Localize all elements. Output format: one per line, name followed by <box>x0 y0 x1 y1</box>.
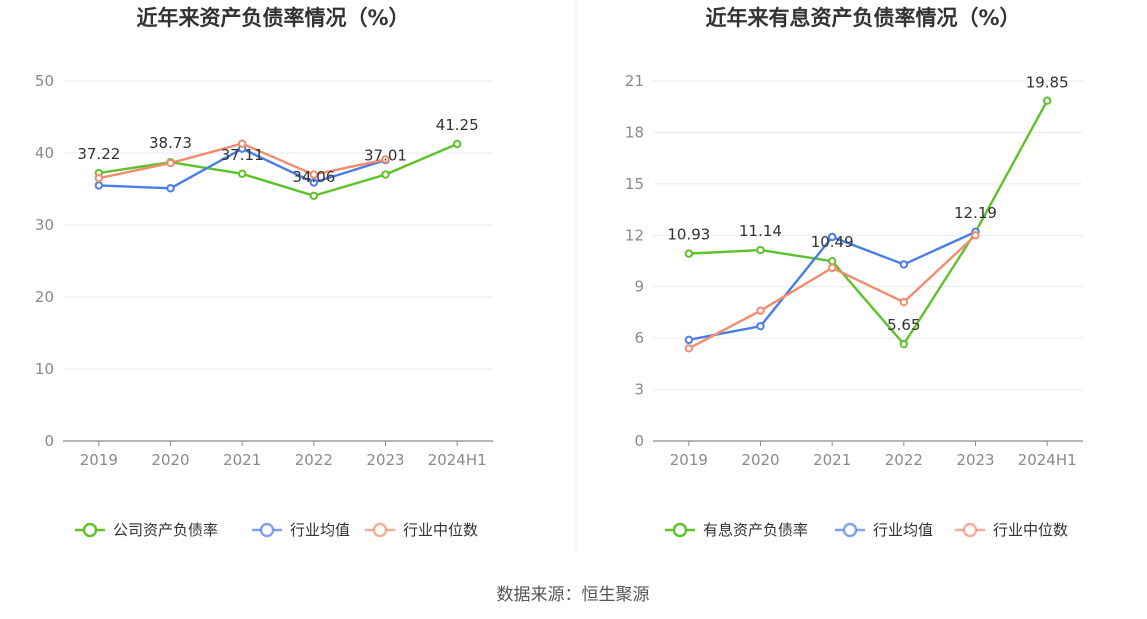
data-point[interactable] <box>684 344 694 353</box>
legend-label: 行业均值 <box>873 521 933 539</box>
data-point[interactable] <box>756 321 765 331</box>
data-point[interactable] <box>827 232 837 242</box>
legend-marker <box>259 522 275 538</box>
x-tick-label: 2023 <box>956 451 994 469</box>
legend-item-1[interactable]: 有息资产负债率 <box>665 521 808 539</box>
legend-marker <box>372 522 388 538</box>
data-point[interactable] <box>756 245 765 255</box>
y-tick-label: 50 <box>35 72 54 90</box>
legend-label: 行业中位数 <box>403 521 478 539</box>
x-tick-label: 2021 <box>813 451 851 469</box>
y-tick-label: 0 <box>634 432 644 450</box>
x-tick-label: 2021 <box>223 451 261 469</box>
y-tick-label: 9 <box>634 278 644 296</box>
data-label: 10.93 <box>667 226 710 244</box>
legend-label: 行业均值 <box>290 521 350 539</box>
data-label: 38.73 <box>149 134 192 152</box>
legend-marker <box>842 522 858 538</box>
data-point[interactable] <box>684 335 694 345</box>
x-tick-label: 2022 <box>295 451 333 469</box>
data-point[interactable] <box>1042 96 1052 105</box>
data-point[interactable] <box>684 249 694 258</box>
data-point[interactable] <box>309 191 319 200</box>
data-point[interactable] <box>827 263 837 273</box>
x-tick-label: 2019 <box>80 451 118 469</box>
chart-title: 近年来有息资产负债率情况（%） <box>705 6 1020 30</box>
chart-panel-2: 近年来有息资产负债率情况（%） 0 3 6 9 12 15 18 21 2019 2020 2021 2… <box>625 6 1083 539</box>
y-tick-label: 18 <box>625 123 644 141</box>
series-line-1 <box>98 142 458 197</box>
data-label: 10.49 <box>811 233 854 251</box>
legend-marker <box>962 522 978 538</box>
y-tick-label: 15 <box>625 175 644 193</box>
data-point[interactable] <box>381 155 390 164</box>
data-label: 37.22 <box>77 145 120 163</box>
legend-label: 有息资产负债率 <box>703 521 808 539</box>
data-point[interactable] <box>94 174 104 183</box>
y-tick-label: 20 <box>35 288 54 306</box>
y-tick-label: 3 <box>634 381 644 399</box>
y-tick-label: 10 <box>35 360 54 378</box>
x-tick-label: 2019 <box>670 451 708 469</box>
y-tick-label: 21 <box>625 72 644 90</box>
legend-label: 公司资产负债率 <box>113 521 218 539</box>
x-tick-label: 2020 <box>741 451 779 469</box>
data-point[interactable] <box>452 139 462 149</box>
chart-panel-1: 近年来资产负债率情况（%） 0 10 20 30 40 50 2019 2020 2021 2022… <box>35 6 493 539</box>
series-line-1 <box>688 100 1049 346</box>
data-point[interactable] <box>827 256 837 266</box>
data-label: 37.11 <box>221 146 264 164</box>
y-tick-label: 12 <box>625 226 644 244</box>
data-point[interactable] <box>381 170 390 179</box>
legend-label: 行业中位数 <box>993 521 1068 539</box>
data-label: 34.06 <box>292 168 335 186</box>
legend-item-3[interactable]: 行业中位数 <box>955 521 1068 539</box>
legend-item-2[interactable]: 行业均值 <box>835 521 933 539</box>
y-tick-label: 40 <box>35 144 54 162</box>
data-source: 数据来源：恒生聚源 <box>497 585 650 605</box>
data-label: 41.25 <box>436 116 479 134</box>
data-point[interactable] <box>237 139 247 148</box>
data-label: 19.85 <box>1026 74 1069 92</box>
data-label: 11.14 <box>739 222 782 240</box>
data-point[interactable] <box>756 306 765 315</box>
chart-title: 近年来资产负债率情况（%） <box>136 6 409 30</box>
data-label: 12.19 <box>954 204 997 222</box>
data-label: 37.01 <box>364 147 407 165</box>
data-point[interactable] <box>899 260 909 269</box>
data-point[interactable] <box>899 339 909 349</box>
x-tick-label: 2022 <box>885 451 923 469</box>
x-tick-label: 2020 <box>151 451 189 469</box>
y-tick-label: 6 <box>634 329 644 347</box>
y-tick-label: 0 <box>44 432 54 450</box>
x-tick-label: 2023 <box>366 451 404 469</box>
data-point[interactable] <box>309 178 319 187</box>
legend-marker <box>82 522 98 538</box>
x-tick-label: 2024H1 <box>428 451 487 469</box>
y-tick-label: 30 <box>35 216 54 234</box>
data-point[interactable] <box>899 297 909 307</box>
data-point[interactable] <box>971 231 980 240</box>
data-point[interactable] <box>166 158 175 168</box>
data-point[interactable] <box>166 184 175 193</box>
x-tick-label: 2024H1 <box>1018 451 1077 469</box>
legend-marker <box>672 522 688 538</box>
data-point[interactable] <box>94 181 104 190</box>
legend-item-1[interactable]: 公司资产负债率 <box>75 521 218 539</box>
legend-item-2[interactable]: 行业均值 <box>252 521 350 539</box>
legend-item-3[interactable]: 行业中位数 <box>365 521 478 539</box>
data-label: 5.65 <box>887 316 920 334</box>
data-point[interactable] <box>309 170 319 179</box>
data-point[interactable] <box>237 169 247 179</box>
